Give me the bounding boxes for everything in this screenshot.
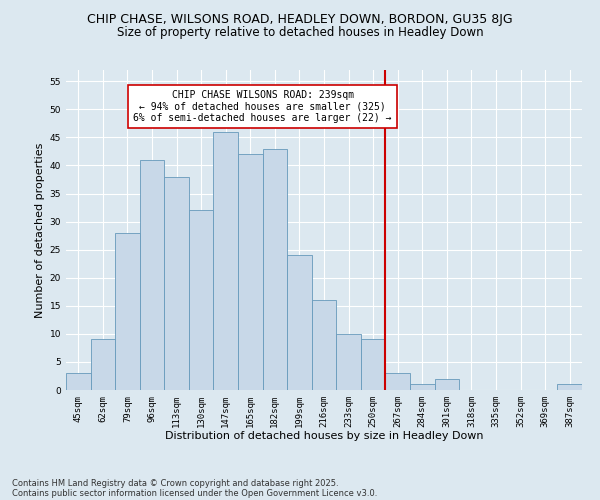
Bar [91,340,115,390]
Bar [385,373,410,390]
Bar [361,340,385,390]
Text: Contains public sector information licensed under the Open Government Licence v3: Contains public sector information licen… [12,488,377,498]
Bar [287,256,312,390]
Text: Size of property relative to detached houses in Headley Down: Size of property relative to detached ho… [116,26,484,39]
Y-axis label: Number of detached properties: Number of detached properties [35,142,46,318]
Text: CHIP CHASE, WILSONS ROAD, HEADLEY DOWN, BORDON, GU35 8JG: CHIP CHASE, WILSONS ROAD, HEADLEY DOWN, … [87,12,513,26]
Bar [189,210,214,390]
Bar [238,154,263,390]
Text: CHIP CHASE WILSONS ROAD: 239sqm
← 94% of detached houses are smaller (325)
6% of: CHIP CHASE WILSONS ROAD: 239sqm ← 94% of… [133,90,392,123]
Bar [434,379,459,390]
Bar [164,176,189,390]
Bar [140,160,164,390]
Bar [66,373,91,390]
Bar [263,148,287,390]
X-axis label: Distribution of detached houses by size in Headley Down: Distribution of detached houses by size … [165,432,483,442]
Bar [410,384,434,390]
Bar [115,233,140,390]
Bar [214,132,238,390]
Bar [557,384,582,390]
Bar [312,300,336,390]
Bar [336,334,361,390]
Text: Contains HM Land Registry data © Crown copyright and database right 2025.: Contains HM Land Registry data © Crown c… [12,478,338,488]
